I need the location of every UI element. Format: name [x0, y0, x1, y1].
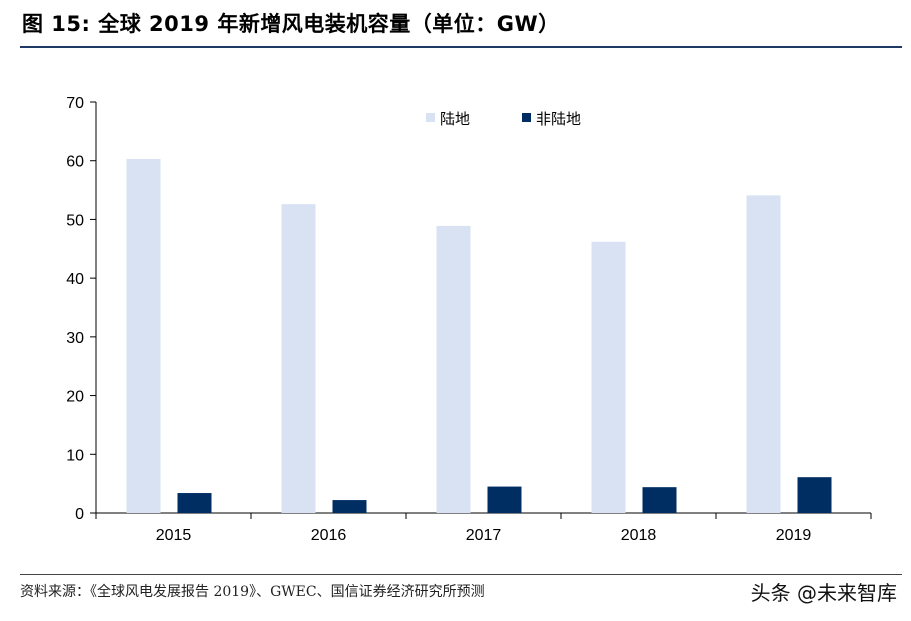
bar-offshore [642, 487, 677, 513]
x-tick-label: 2016 [311, 527, 347, 544]
footer-divider [20, 574, 902, 575]
x-tick-label: 2017 [466, 527, 502, 544]
bar-offshore [177, 493, 212, 513]
page-title: 图 15: 全球 2019 年新增风电装机容量（单位：GW） [22, 12, 560, 36]
x-tick-label: 2015 [156, 527, 192, 544]
bar-onshore [436, 225, 471, 513]
bar-offshore [332, 500, 367, 513]
x-tick-label: 2018 [621, 527, 657, 544]
y-tick-label: 10 [66, 447, 84, 464]
y-tick-label: 50 [66, 212, 84, 229]
bar-onshore [281, 204, 316, 514]
source-note: 资料来源：《全球风电发展报告 2019》、GWEC、国信证券经济研究所预测 [20, 584, 485, 600]
legend-swatch [522, 113, 531, 122]
legend-swatch [426, 113, 435, 122]
y-tick-label: 60 [66, 154, 84, 171]
bar-offshore [797, 477, 832, 513]
bar-onshore [746, 195, 781, 513]
bar-onshore [126, 158, 161, 513]
y-tick-label: 0 [75, 506, 84, 523]
y-tick-label: 70 [66, 95, 84, 112]
title-bar: 图 15: 全球 2019 年新增风电装机容量（单位：GW） [20, 6, 902, 48]
y-tick-label: 30 [66, 330, 84, 347]
bar-offshore [487, 486, 522, 513]
watermark: 头条 @未来智库 [750, 581, 897, 605]
legend-label: 陆地 [440, 110, 470, 128]
y-tick-label: 20 [66, 389, 84, 406]
y-tick-label: 40 [66, 271, 84, 288]
bar-onshore [591, 241, 626, 514]
x-tick-label: 2019 [776, 527, 812, 544]
legend-label: 非陆地 [536, 110, 581, 128]
